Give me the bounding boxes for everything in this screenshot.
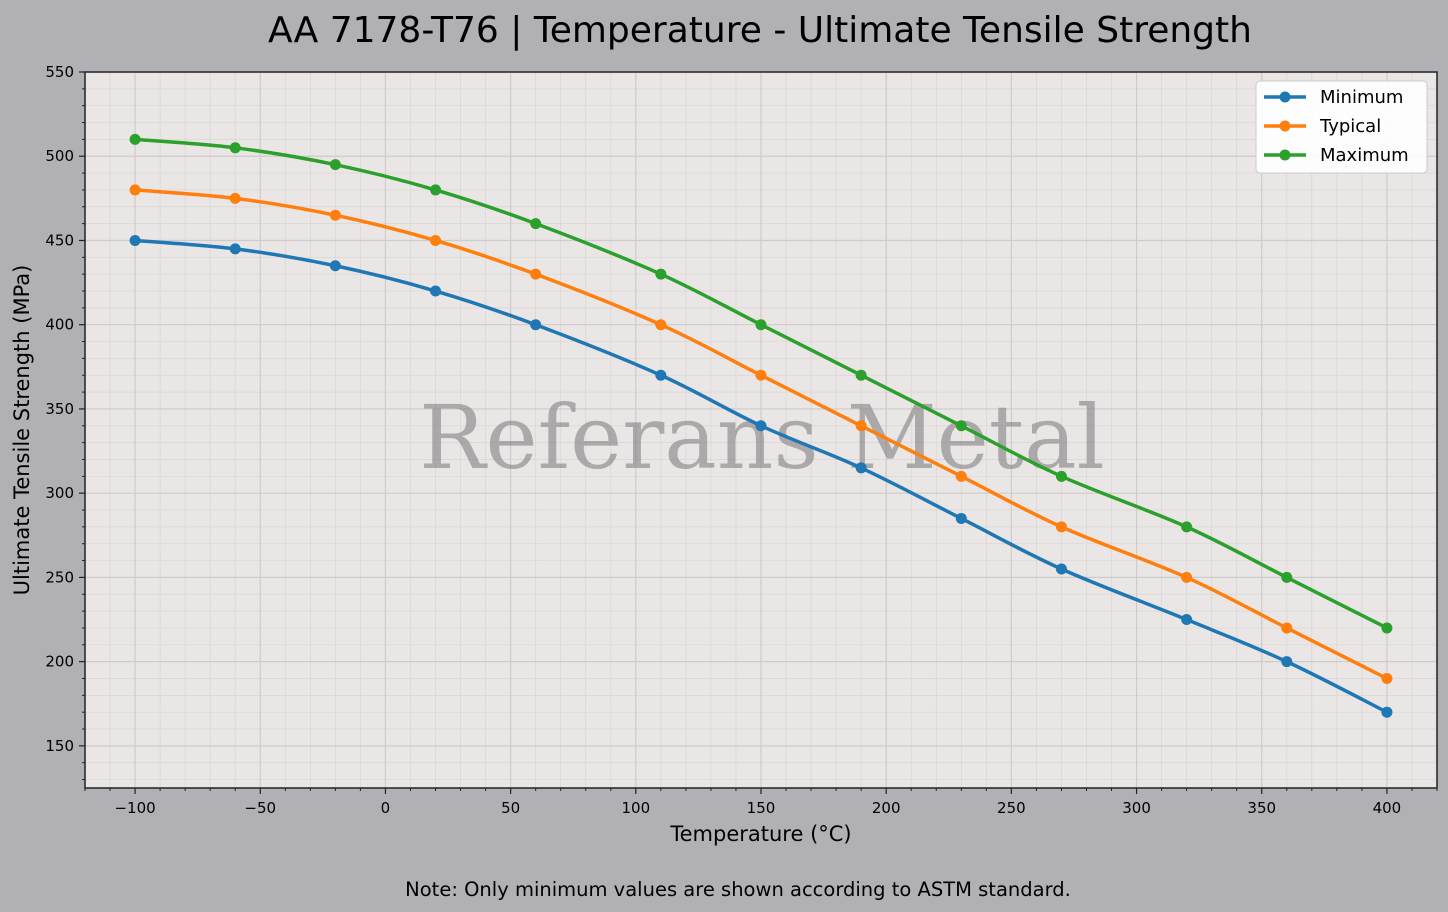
data-point-maximum xyxy=(229,142,241,154)
x-tick-label: 300 xyxy=(1122,799,1151,817)
data-point-minimum xyxy=(855,462,867,474)
watermark: Referans Metal xyxy=(419,386,1104,489)
y-axis: 150 200 250 300 350 400 450 500 550 xyxy=(45,63,85,781)
data-point-maximum xyxy=(1055,470,1067,482)
legend-marker-maximum xyxy=(1279,149,1291,161)
data-point-minimum xyxy=(755,420,767,432)
data-point-maximum xyxy=(755,319,767,331)
data-point-minimum xyxy=(329,260,341,272)
data-point-maximum xyxy=(855,369,867,381)
x-tick-label: 400 xyxy=(1373,799,1402,817)
data-point-maximum xyxy=(655,268,667,280)
data-point-minimum xyxy=(229,243,241,255)
data-point-maximum xyxy=(430,184,442,196)
data-point-maximum xyxy=(129,133,141,145)
data-point-maximum xyxy=(955,420,967,432)
data-point-typical xyxy=(955,470,967,482)
y-tick-label: 150 xyxy=(45,737,74,755)
series-layer xyxy=(129,133,1393,718)
legend-box xyxy=(1255,80,1428,174)
legend-label-typical: Typical xyxy=(1319,116,1381,137)
series-minimum xyxy=(129,234,1393,718)
y-tick-label: 350 xyxy=(45,400,74,418)
data-point-maximum xyxy=(1381,622,1393,634)
data-point-typical xyxy=(1181,571,1193,583)
data-point-minimum xyxy=(655,369,667,381)
data-point-typical xyxy=(855,420,867,432)
y-axis-label: Ultimate Tensile Strength (MPa) xyxy=(10,265,34,596)
data-point-typical xyxy=(1281,622,1293,634)
data-point-typical xyxy=(655,319,667,331)
data-point-minimum xyxy=(1181,614,1193,626)
chart-title: AA 7178-T76 | Temperature - Ultimate Ten… xyxy=(268,10,1252,51)
data-point-typical xyxy=(430,234,442,246)
y-tick-label: 500 xyxy=(45,147,74,165)
y-tick-label: 200 xyxy=(45,653,74,671)
data-point-minimum xyxy=(430,285,442,297)
x-tick-label: −50 xyxy=(244,799,276,817)
legend: Minimum Typical Maximum xyxy=(1255,80,1428,174)
y-tick-label: 550 xyxy=(45,63,74,81)
footnote: Note: Only minimum values are shown acco… xyxy=(405,878,1071,901)
data-point-typical xyxy=(1055,521,1067,533)
data-point-minimum xyxy=(1281,656,1293,668)
data-point-typical xyxy=(329,209,341,221)
data-point-minimum xyxy=(1055,563,1067,575)
x-axis: −100 −50 0 50 100 150 200 250 300 350 400 xyxy=(84,788,1438,817)
data-point-minimum xyxy=(530,319,542,331)
data-point-typical xyxy=(229,192,241,204)
data-point-maximum xyxy=(1181,521,1193,533)
y-tick-label: 450 xyxy=(45,231,74,249)
data-point-typical xyxy=(530,268,542,280)
x-tick-label: 350 xyxy=(1247,799,1276,817)
x-axis-label: Temperature (°C) xyxy=(669,822,851,846)
data-point-maximum xyxy=(530,218,542,230)
data-point-maximum xyxy=(1281,571,1293,583)
x-tick-label: 150 xyxy=(747,799,776,817)
data-point-typical xyxy=(755,369,767,381)
legend-marker-typical xyxy=(1279,120,1291,132)
legend-label-minimum: Minimum xyxy=(1320,87,1403,108)
data-point-minimum xyxy=(955,512,967,524)
y-tick-label: 250 xyxy=(45,568,74,586)
y-tick-label: 400 xyxy=(45,316,74,334)
data-point-typical xyxy=(129,184,141,196)
legend-marker-minimum xyxy=(1279,91,1291,103)
legend-label-maximum: Maximum xyxy=(1320,145,1409,166)
x-tick-label: 250 xyxy=(997,799,1026,817)
x-tick-label: 100 xyxy=(621,799,650,817)
y-tick-label: 300 xyxy=(45,484,74,502)
series-maximum xyxy=(129,133,1393,634)
x-tick-label: −100 xyxy=(114,799,155,817)
x-tick-label: 200 xyxy=(872,799,901,817)
x-tick-label: 50 xyxy=(501,799,520,817)
series-typical xyxy=(129,184,1393,684)
x-tick-label: 0 xyxy=(381,799,391,817)
data-point-typical xyxy=(1381,672,1393,684)
data-point-maximum xyxy=(329,159,341,171)
data-point-minimum xyxy=(1381,706,1393,718)
data-point-minimum xyxy=(129,234,141,246)
